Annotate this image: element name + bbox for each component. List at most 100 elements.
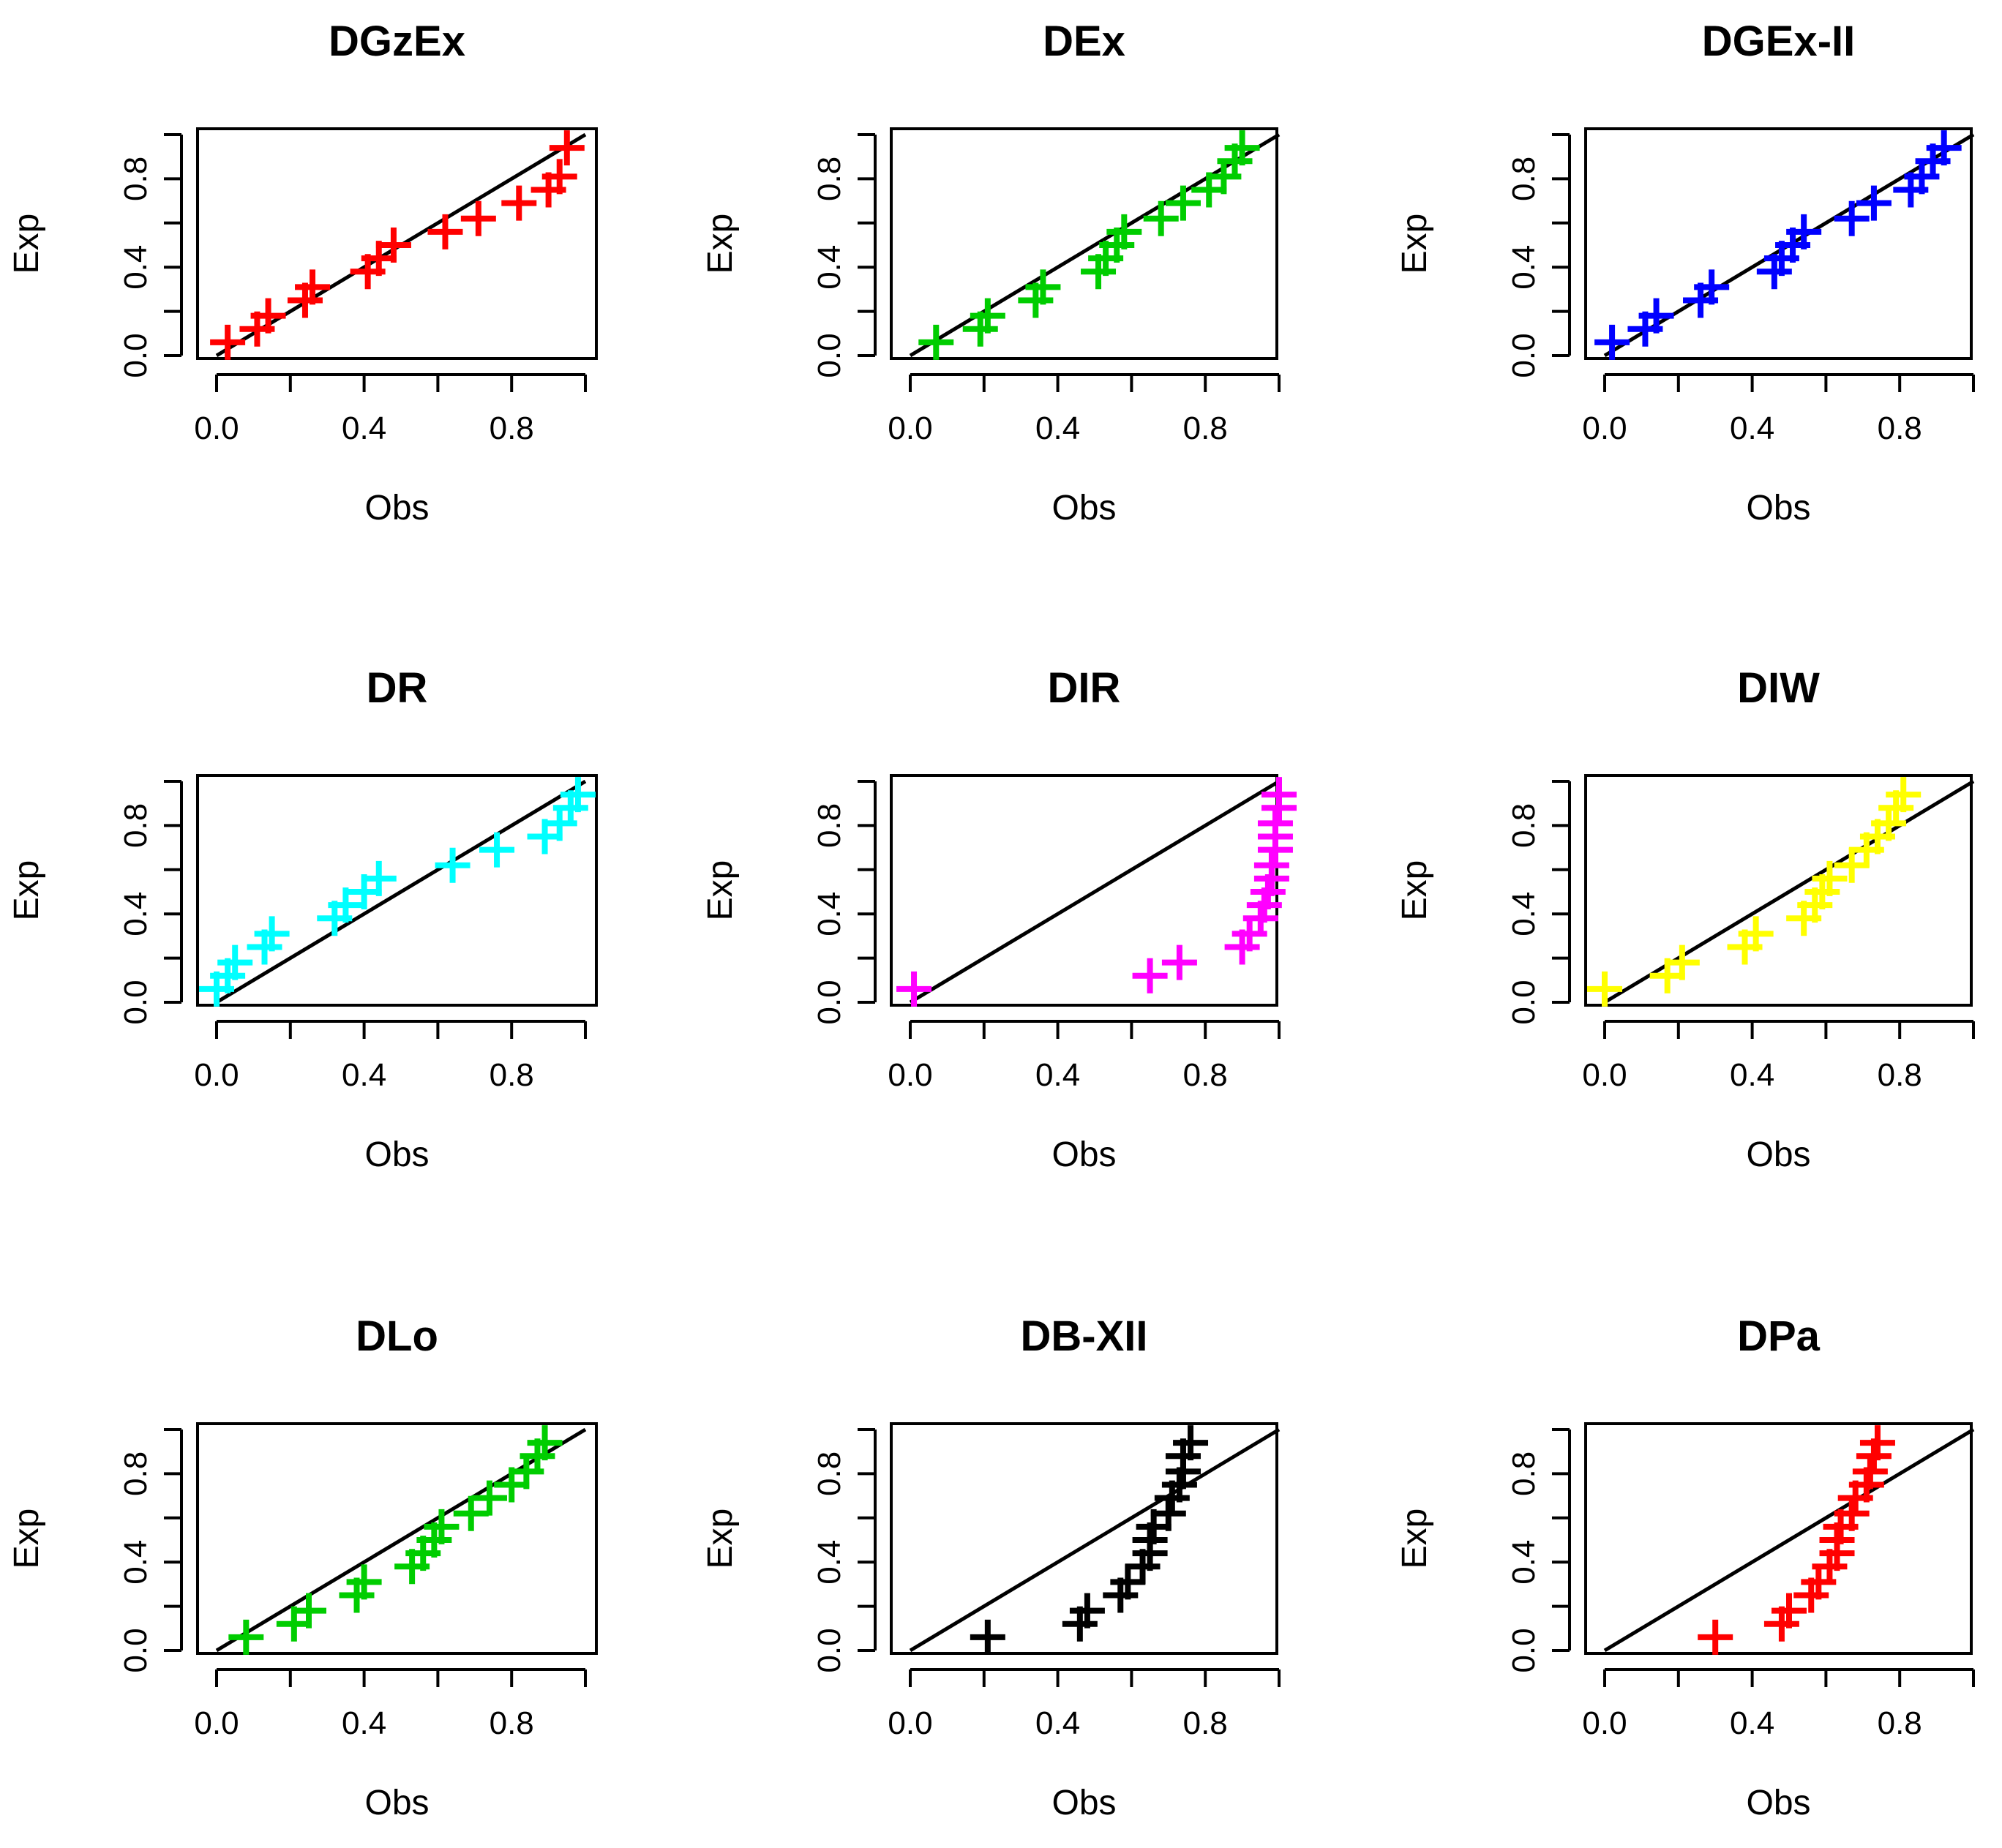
panel-dex: DEx 0.0 0.4 0.8 Obs 0.0 0.4 0.8 Exp — [701, 18, 1281, 527]
data-point — [1594, 324, 1630, 360]
x-tick-label: 0.8 — [1878, 1705, 1922, 1741]
plot-frame — [1584, 774, 1973, 1007]
data-point — [427, 214, 463, 249]
data-point — [1698, 1619, 1733, 1655]
data-point — [1834, 200, 1870, 236]
y-axis-label: Exp — [1395, 860, 1434, 921]
y-tick-label: 0.4 — [811, 1540, 847, 1585]
x-tick-label: 0.8 — [490, 1705, 534, 1741]
data-point — [1587, 971, 1622, 1007]
x-tick-label: 0.8 — [1878, 1057, 1922, 1093]
x-axis-label: Obs — [1051, 1784, 1116, 1822]
x-axis-label: Obs — [364, 1784, 429, 1822]
data-point — [453, 1495, 489, 1531]
plot-frame — [890, 774, 1278, 1007]
data-point — [1812, 860, 1848, 896]
data-point — [1150, 1495, 1186, 1531]
data-point — [210, 324, 246, 360]
reference-line — [215, 1427, 587, 1653]
plot-frame — [890, 127, 1278, 360]
data-point — [1871, 805, 1907, 841]
x-tick-label: 0.8 — [1183, 410, 1228, 446]
data-point — [1859, 1425, 1895, 1461]
panel-dir: DIR 0.0 0.4 0.8 Obs 0.0 0.4 0.8 Exp — [701, 664, 1297, 1174]
data-point — [361, 860, 397, 896]
data-point — [1786, 214, 1822, 249]
data-point — [1110, 1564, 1146, 1600]
panel-title: DB-XII — [1021, 1312, 1148, 1360]
panel-diw: DIW 0.0 0.4 0.8 Obs 0.0 0.4 0.8 Exp — [1395, 664, 1975, 1174]
data-point — [346, 1564, 382, 1600]
x-tick-label: 0.8 — [1183, 1705, 1228, 1741]
data-point — [1738, 916, 1774, 952]
data-point — [541, 159, 577, 195]
plot-frame — [196, 1422, 598, 1655]
y-tick-label: 0.8 — [1506, 803, 1542, 848]
data-point — [217, 944, 253, 980]
data-point — [1261, 777, 1297, 813]
y-tick-label: 0.0 — [1506, 980, 1542, 1024]
y-tick-label: 0.8 — [118, 1451, 154, 1496]
x-tick-label: 0.0 — [888, 1705, 932, 1741]
reference-line — [909, 132, 1281, 358]
data-point — [1926, 130, 1962, 166]
reference-line — [1603, 1427, 1975, 1653]
y-tick-label: 0.0 — [811, 980, 847, 1024]
x-tick-label: 0.0 — [1582, 1057, 1627, 1093]
x-tick-label: 0.0 — [194, 1057, 239, 1093]
data-point — [424, 1509, 460, 1544]
reference-line — [909, 779, 1281, 1004]
x-tick-label: 0.0 — [194, 410, 239, 446]
x-tick-label: 0.4 — [1730, 1057, 1774, 1093]
data-point — [1772, 1593, 1807, 1629]
data-point — [1069, 1593, 1105, 1629]
panel-title: DR — [367, 664, 428, 712]
panel-title: DIR — [1048, 664, 1121, 712]
x-axis-label: Obs — [1746, 489, 1810, 527]
data-point — [471, 1480, 507, 1516]
y-tick-label: 0.8 — [811, 1451, 847, 1496]
plot-frame — [196, 774, 598, 1007]
x-axis-label: Obs — [1051, 489, 1116, 527]
data-point — [250, 298, 286, 334]
y-tick-label: 0.4 — [811, 245, 847, 290]
data-point — [254, 916, 290, 952]
plot-frame — [196, 127, 598, 360]
data-point — [1224, 130, 1260, 166]
y-tick-label: 0.8 — [118, 803, 154, 848]
y-tick-label: 0.4 — [1506, 245, 1542, 290]
data-point — [375, 228, 411, 263]
y-axis-label: Exp — [7, 1509, 46, 1569]
plot-frame — [1584, 127, 1973, 360]
x-tick-label: 0.4 — [342, 410, 386, 446]
y-tick-label: 0.4 — [118, 892, 154, 936]
data-point — [1106, 214, 1142, 249]
panel-title: DIW — [1737, 664, 1820, 712]
x-tick-label: 0.4 — [1730, 410, 1774, 446]
x-axis-label: Obs — [1051, 1135, 1116, 1174]
x-tick-label: 0.0 — [888, 410, 932, 446]
y-axis-label: Exp — [1395, 1509, 1434, 1569]
data-point — [560, 777, 596, 813]
x-axis-label: Obs — [364, 489, 429, 527]
data-point — [896, 971, 932, 1007]
panel-dlo: DLo 0.0 0.4 0.8 Obs 0.0 0.4 0.8 Exp — [7, 1312, 598, 1822]
data-point — [1852, 1454, 1888, 1490]
x-tick-label: 0.0 — [1582, 410, 1627, 446]
y-tick-label: 0.0 — [1506, 1628, 1542, 1672]
y-tick-label: 0.8 — [811, 157, 847, 201]
x-tick-label: 0.8 — [1183, 1057, 1228, 1093]
panel-dgex-ii: DGEx-II 0.0 0.4 0.8 Obs 0.0 0.4 0.8 Exp — [1395, 18, 1975, 527]
data-point — [328, 887, 364, 923]
y-tick-label: 0.8 — [1506, 157, 1542, 201]
panel-db-xii: DB-XII 0.0 0.4 0.8 Obs 0.0 0.4 0.8 Exp — [701, 1312, 1281, 1822]
reference-line — [1603, 779, 1975, 1004]
reference-line — [909, 1427, 1281, 1653]
panel-title: DEx — [1043, 18, 1125, 65]
data-point — [1638, 298, 1674, 334]
panel-title: DGEx-II — [1702, 18, 1856, 65]
panel-dpa: DPa 0.0 0.4 0.8 Obs 0.0 0.4 0.8 Exp — [1395, 1312, 1975, 1822]
data-point — [1161, 944, 1197, 980]
data-point — [435, 847, 470, 883]
